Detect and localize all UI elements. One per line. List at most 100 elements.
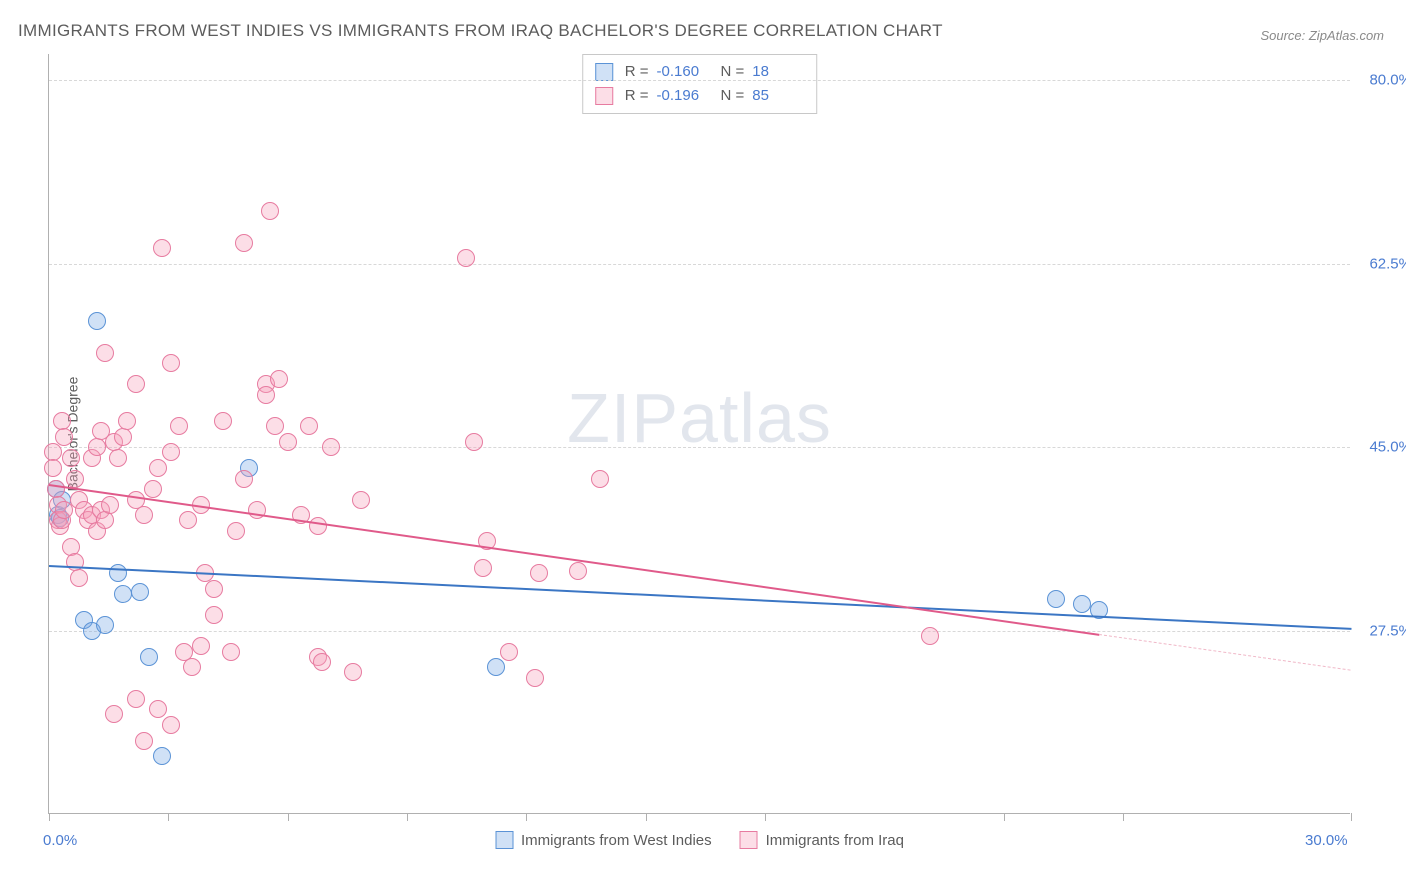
- gridline: [49, 80, 1350, 81]
- legend-swatch: [495, 831, 513, 849]
- scatter-point-iraq: [270, 370, 288, 388]
- x-tick: [49, 813, 50, 821]
- trend-extension: [1099, 634, 1351, 671]
- trend-line: [49, 565, 1351, 630]
- scatter-point-iraq: [205, 606, 223, 624]
- scatter-point-iraq: [62, 449, 80, 467]
- scatter-point-iraq: [474, 559, 492, 577]
- scatter-point-iraq: [300, 417, 318, 435]
- scatter-point-iraq: [162, 443, 180, 461]
- scatter-point-iraq: [227, 522, 245, 540]
- legend-label: Immigrants from West Indies: [521, 832, 712, 849]
- scatter-point-iraq: [183, 658, 201, 676]
- legend-item: Immigrants from Iraq: [740, 831, 904, 849]
- scatter-point-iraq: [55, 428, 73, 446]
- legend-item: Immigrants from West Indies: [495, 831, 712, 849]
- legend-series: Immigrants from West Indies Immigrants fr…: [495, 831, 904, 849]
- scatter-point-iraq: [530, 564, 548, 582]
- scatter-point-west_indies: [1073, 595, 1091, 613]
- scatter-point-iraq: [526, 669, 544, 687]
- gridline: [49, 264, 1350, 265]
- scatter-point-west_indies: [140, 648, 158, 666]
- scatter-point-west_indies: [109, 564, 127, 582]
- legend-stat-row: R = -0.196 N = 85: [595, 84, 805, 108]
- scatter-point-iraq: [279, 433, 297, 451]
- scatter-point-iraq: [127, 375, 145, 393]
- scatter-point-iraq: [96, 511, 114, 529]
- scatter-point-west_indies: [131, 583, 149, 601]
- scatter-point-iraq: [457, 249, 475, 267]
- scatter-point-west_indies: [88, 312, 106, 330]
- scatter-point-iraq: [266, 417, 284, 435]
- r-value: -0.196: [657, 84, 709, 108]
- gridline: [49, 447, 1350, 448]
- legend-swatch: [595, 63, 613, 81]
- scatter-point-iraq: [114, 428, 132, 446]
- scatter-point-iraq: [109, 449, 127, 467]
- scatter-point-iraq: [500, 643, 518, 661]
- x-tick-label: 0.0%: [43, 832, 77, 849]
- scatter-point-iraq: [70, 569, 88, 587]
- x-tick: [168, 813, 169, 821]
- scatter-point-iraq: [170, 417, 188, 435]
- plot-area: Bachelor's Degree ZIPatlas R =-0.160N =1…: [48, 54, 1350, 814]
- x-tick: [1351, 813, 1352, 821]
- scatter-point-iraq: [222, 643, 240, 661]
- n-label: N =: [721, 84, 745, 108]
- scatter-point-iraq: [192, 637, 210, 655]
- scatter-point-iraq: [101, 496, 119, 514]
- scatter-point-iraq: [162, 354, 180, 372]
- scatter-point-iraq: [344, 663, 362, 681]
- gridline: [49, 631, 1350, 632]
- chart-title: IMMIGRANTS FROM WEST INDIES VS IMMIGRANT…: [18, 21, 943, 41]
- legend-stats-box: R =-0.160N =18R =-0.196N =85: [582, 54, 818, 114]
- scatter-point-iraq: [921, 627, 939, 645]
- scatter-point-iraq: [153, 239, 171, 257]
- scatter-point-iraq: [322, 438, 340, 456]
- scatter-point-iraq: [144, 480, 162, 498]
- scatter-point-west_indies: [487, 658, 505, 676]
- x-tick: [1004, 813, 1005, 821]
- scatter-point-iraq: [205, 580, 223, 598]
- scatter-point-west_indies: [1047, 590, 1065, 608]
- scatter-point-iraq: [135, 732, 153, 750]
- scatter-point-iraq: [66, 470, 84, 488]
- scatter-point-west_indies: [96, 616, 114, 634]
- y-tick-label: 62.5%: [1369, 255, 1406, 272]
- x-tick: [646, 813, 647, 821]
- y-tick-label: 80.0%: [1369, 72, 1406, 89]
- scatter-point-iraq: [149, 700, 167, 718]
- scatter-point-iraq: [309, 517, 327, 535]
- scatter-point-iraq: [465, 433, 483, 451]
- scatter-point-iraq: [162, 716, 180, 734]
- x-tick: [288, 813, 289, 821]
- scatter-point-iraq: [261, 202, 279, 220]
- scatter-point-iraq: [569, 562, 587, 580]
- scatter-point-iraq: [127, 690, 145, 708]
- legend-label: Immigrants from Iraq: [766, 832, 904, 849]
- x-tick: [407, 813, 408, 821]
- legend-swatch: [740, 831, 758, 849]
- scatter-point-iraq: [235, 234, 253, 252]
- r-label: R =: [625, 84, 649, 108]
- scatter-point-iraq: [591, 470, 609, 488]
- scatter-point-iraq: [235, 470, 253, 488]
- n-value: 85: [752, 84, 804, 108]
- scatter-point-iraq: [214, 412, 232, 430]
- scatter-point-iraq: [257, 386, 275, 404]
- scatter-point-iraq: [96, 344, 114, 362]
- scatter-point-iraq: [105, 705, 123, 723]
- scatter-point-iraq: [179, 511, 197, 529]
- source-attribution: Source: ZipAtlas.com: [1260, 28, 1384, 43]
- x-tick: [1123, 813, 1124, 821]
- scatter-point-iraq: [313, 653, 331, 671]
- scatter-point-iraq: [149, 459, 167, 477]
- scatter-point-iraq: [88, 438, 106, 456]
- scatter-point-iraq: [135, 506, 153, 524]
- x-tick: [765, 813, 766, 821]
- scatter-point-west_indies: [114, 585, 132, 603]
- scatter-point-iraq: [352, 491, 370, 509]
- x-tick-label: 30.0%: [1305, 832, 1348, 849]
- scatter-point-iraq: [118, 412, 136, 430]
- scatter-point-west_indies: [153, 747, 171, 765]
